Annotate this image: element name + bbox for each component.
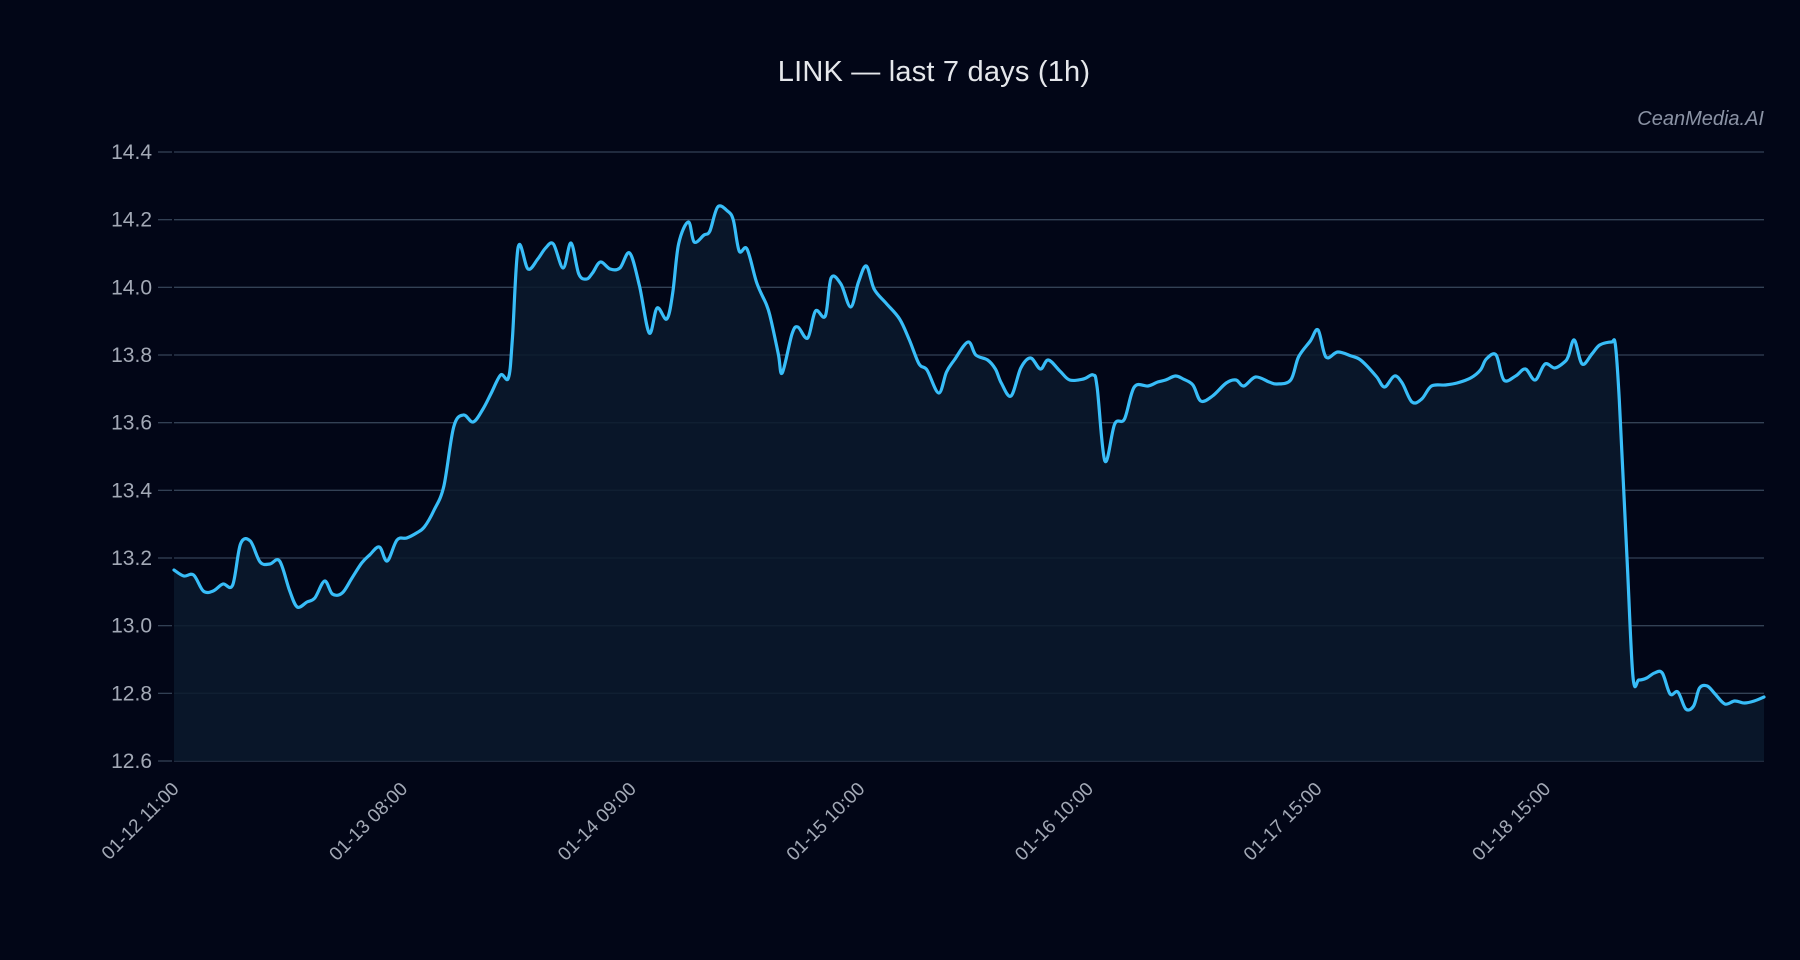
y-tick-label: 12.8: [111, 682, 152, 705]
y-tick-label: 12.6: [111, 750, 152, 773]
x-tick-label: 01-18 15:00: [1469, 779, 1556, 866]
x-axis: 01-12 11:00 01-13 08:00 01-14 09:00 01-15 1…: [98, 779, 1555, 866]
y-tick-label: 14.4: [111, 141, 152, 164]
x-tick-label: 01-14 09:00: [554, 779, 641, 866]
x-tick-label: 01-15 10:00: [783, 779, 870, 866]
watermark: CeanMedia.AI: [1637, 108, 1764, 130]
y-axis: 14.4 14.2 14.0 13.8 13.6 13.4 13.2 13.0 12.8 12.6: [111, 141, 172, 773]
y-tick-label: 14.2: [111, 209, 152, 232]
price-area-fill: [174, 205, 1764, 761]
x-tick-label: 01-16 10:00: [1011, 779, 1098, 866]
y-tick-label: 13.2: [111, 547, 152, 570]
y-tick-label: 13.6: [111, 412, 152, 435]
x-tick-label: 01-17 15:00: [1240, 779, 1327, 866]
y-tick-label: 13.8: [111, 344, 152, 367]
y-tick-label: 13.0: [111, 615, 152, 638]
x-tick-label: 01-12 11:00: [98, 779, 184, 865]
price-line: [172, 204, 1766, 712]
y-tick-label: 14.0: [111, 276, 152, 299]
chart-title: LINK — last 7 days (1h): [777, 56, 1091, 88]
y-tick-label: 13.4: [111, 479, 152, 502]
x-tick-label: 01-13 08:00: [326, 779, 413, 866]
